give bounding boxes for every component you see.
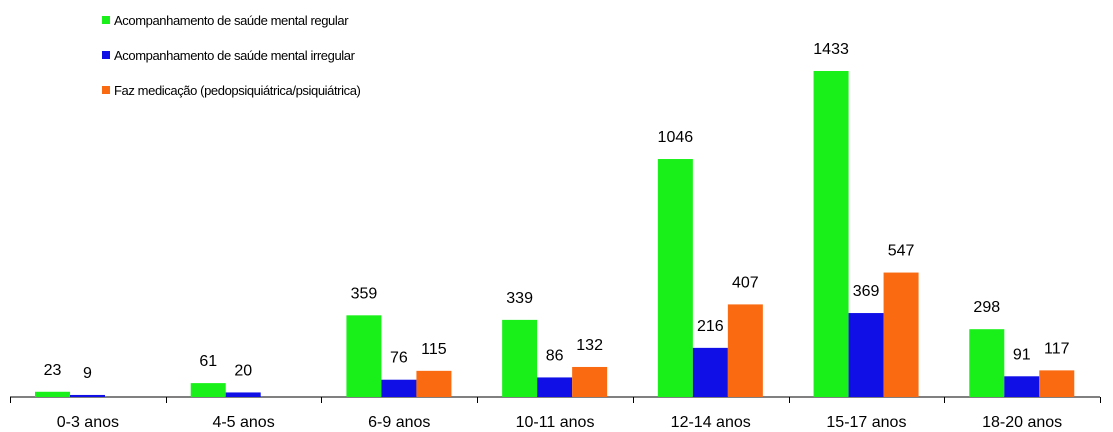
data-label-medicacao: 547 (888, 243, 915, 260)
legend-item-medicacao: Faz medicação (pedopsiquiátrica/psiquiát… (102, 80, 361, 100)
bar-medicacao (883, 272, 919, 397)
data-label-regular: 298 (973, 299, 1000, 316)
data-label-medicacao: 407 (732, 274, 759, 291)
x-tick-label: 15-17 anos (826, 414, 906, 431)
bar-irregular (225, 392, 261, 397)
bar-regular (346, 315, 382, 397)
legend-label-medicacao: Faz medicação (pedopsiquiátrica/psiquiát… (114, 82, 361, 98)
bar-irregular (692, 347, 728, 397)
data-label-medicacao: 132 (576, 337, 603, 354)
x-tick-label: 0-3 anos (57, 414, 119, 431)
bar-irregular (848, 313, 884, 397)
bar-irregular (381, 379, 417, 397)
legend-swatch-irregular (102, 51, 110, 59)
data-label-irregular: 76 (390, 350, 408, 367)
bar-regular (35, 391, 70, 397)
legend-label-irregular: Acompanhamento de saúde mental irregular (114, 47, 355, 63)
bar-regular (969, 329, 1005, 397)
data-label-medicacao: 117 (1044, 340, 1070, 357)
legend-item-irregular: Acompanhamento de saúde mental irregular (102, 45, 360, 65)
data-label-irregular: 9 (83, 365, 92, 382)
x-tick-label: 6-9 anos (368, 414, 430, 431)
data-label-irregular: 91 (1013, 346, 1031, 363)
legend-label-regular: Acompanhamento de saúde mental regular (114, 12, 349, 28)
data-label-regular: 339 (506, 290, 533, 307)
data-label-regular: 23 (44, 362, 62, 379)
bar-medicacao (572, 366, 608, 397)
data-label-irregular: 86 (546, 347, 564, 364)
data-label-irregular: 216 (697, 318, 724, 335)
legend-swatch-medicacao (102, 86, 110, 94)
x-tick-label: 4-5 anos (212, 414, 274, 431)
legend-swatch-regular (102, 16, 110, 24)
data-label-irregular: 20 (234, 362, 252, 379)
data-label-regular: 1433 (813, 41, 849, 58)
bar-irregular (537, 377, 573, 397)
bar-regular (502, 319, 538, 397)
chart-legend: Acompanhamento de saúde mental regular A… (102, 10, 361, 115)
bar-irregular (70, 394, 105, 397)
bar-medicacao (727, 304, 763, 397)
x-tick-label: 18-20 anos (982, 414, 1062, 431)
bar-regular (657, 159, 693, 397)
legend-item-regular: Acompanhamento de saúde mental regular (102, 10, 360, 30)
data-label-medicacao: 115 (421, 341, 447, 358)
bar-medicacao (1039, 370, 1075, 397)
x-tick-label: 12-14 anos (671, 414, 751, 431)
bar-regular (190, 383, 226, 397)
data-label-regular: 1046 (658, 129, 694, 146)
data-label-regular: 359 (351, 285, 378, 302)
data-label-irregular: 369 (853, 283, 880, 300)
bar-regular (813, 70, 849, 398)
bar-irregular (1004, 376, 1040, 397)
bar-medicacao (416, 370, 452, 397)
x-tick-label: 10-11 anos (516, 414, 595, 431)
data-label-regular: 61 (199, 353, 217, 370)
